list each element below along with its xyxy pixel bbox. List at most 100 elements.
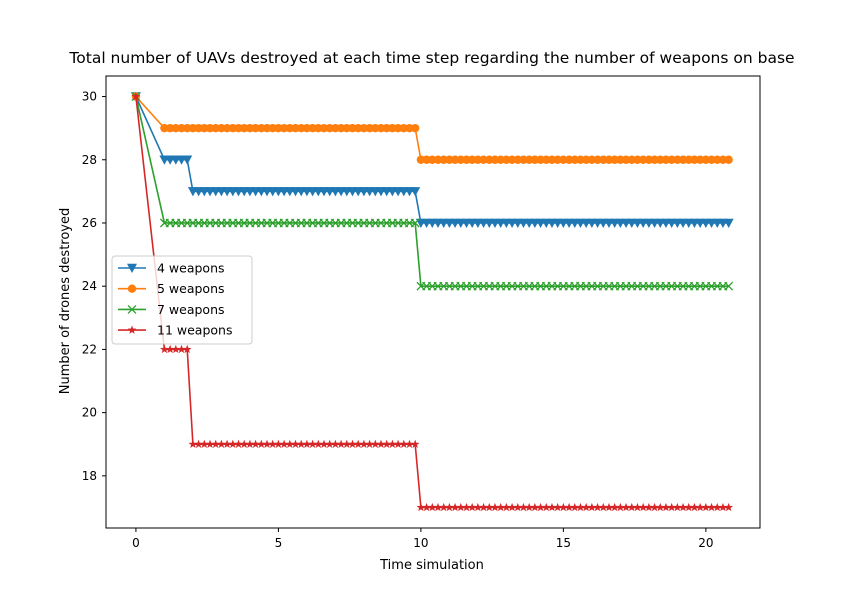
data-point	[325, 439, 335, 448]
data-point	[353, 439, 363, 448]
data-point	[296, 439, 306, 448]
data-point	[279, 439, 289, 448]
data-point	[564, 502, 574, 512]
x-tick-label: 15	[556, 536, 571, 550]
data-point	[519, 502, 528, 512]
data-point	[667, 502, 677, 512]
data-point	[251, 439, 260, 448]
data-point	[723, 218, 734, 228]
data-point	[644, 502, 654, 512]
data-point	[627, 502, 637, 512]
data-point	[388, 439, 397, 448]
data-point	[416, 502, 426, 512]
data-point	[450, 502, 460, 512]
data-point	[678, 502, 688, 512]
data-point	[684, 502, 694, 512]
data-point	[695, 502, 705, 512]
data-point	[336, 439, 346, 448]
data-point	[291, 439, 300, 448]
data-point	[724, 155, 733, 164]
legend-marker	[127, 304, 137, 314]
data-point	[650, 502, 659, 512]
data-point	[621, 502, 631, 512]
data-point	[376, 439, 386, 448]
series-3	[131, 92, 734, 291]
data-point	[433, 502, 443, 512]
data-point	[188, 439, 198, 448]
data-point	[422, 502, 431, 512]
data-point	[467, 502, 477, 512]
data-point	[490, 502, 500, 512]
plot-frame	[105, 75, 761, 529]
data-point	[199, 439, 209, 448]
data-point	[570, 502, 580, 512]
data-point	[399, 439, 409, 448]
data-point	[427, 502, 437, 512]
data-point	[661, 502, 671, 512]
data-point	[217, 439, 226, 448]
data-point	[536, 502, 545, 512]
legend-label: 11 weapons	[157, 323, 232, 338]
data-point	[587, 502, 597, 512]
legend-item: 4 weapons	[118, 261, 225, 276]
data-point	[672, 502, 682, 512]
data-point	[274, 439, 283, 448]
data-point	[308, 439, 317, 448]
data-point	[234, 439, 243, 448]
data-point	[524, 502, 534, 512]
plot-area	[130, 91, 734, 512]
data-point	[593, 502, 602, 512]
y-tick-label: 30	[82, 90, 97, 104]
legend-item: 11 weapons	[118, 323, 232, 338]
data-point	[707, 502, 716, 512]
data-point	[370, 439, 380, 448]
y-tick-label: 24	[82, 279, 97, 293]
y-tick-label: 26	[82, 216, 97, 230]
data-point	[177, 344, 186, 354]
data-point	[530, 502, 540, 512]
data-point	[479, 502, 488, 512]
data-point	[262, 439, 272, 448]
data-point	[256, 439, 266, 448]
data-point	[473, 502, 483, 512]
data-point	[348, 439, 357, 448]
data-point	[502, 502, 511, 512]
data-point	[513, 502, 523, 512]
chart-title: Total number of UAVs destroyed at each t…	[68, 49, 794, 67]
data-point	[576, 502, 585, 512]
data-point	[484, 502, 494, 512]
data-point	[393, 439, 403, 448]
data-point	[319, 439, 329, 448]
legend-box	[111, 255, 253, 345]
y-tick-label: 20	[82, 406, 97, 420]
data-point	[313, 439, 323, 448]
data-point	[239, 439, 249, 448]
data-point	[245, 439, 255, 448]
legend-marker	[127, 325, 137, 334]
data-point	[553, 502, 563, 512]
data-point	[690, 502, 699, 512]
legend-label: 4 weapons	[157, 261, 225, 276]
data-point	[222, 439, 232, 448]
data-point	[701, 502, 711, 512]
data-point	[598, 502, 608, 512]
data-point	[615, 502, 625, 512]
y-tick-label: 28	[82, 153, 97, 167]
data-point	[559, 502, 568, 512]
data-point	[410, 123, 420, 133]
data-point	[610, 502, 620, 512]
data-point	[718, 502, 728, 512]
data-point	[211, 439, 221, 448]
data-point	[439, 502, 449, 512]
legend-label: 5 weapons	[157, 281, 225, 296]
data-point	[638, 502, 648, 512]
axis-ticks: 0 5 10 15 20 18 20 22 24 26 28 30	[82, 90, 714, 550]
data-point	[410, 187, 421, 197]
data-point	[194, 439, 203, 448]
data-point	[581, 502, 591, 512]
legend-marker	[127, 284, 137, 293]
x-tick-label: 10	[413, 536, 428, 550]
data-point	[405, 439, 414, 448]
data-point	[712, 502, 722, 512]
data-point	[507, 502, 517, 512]
